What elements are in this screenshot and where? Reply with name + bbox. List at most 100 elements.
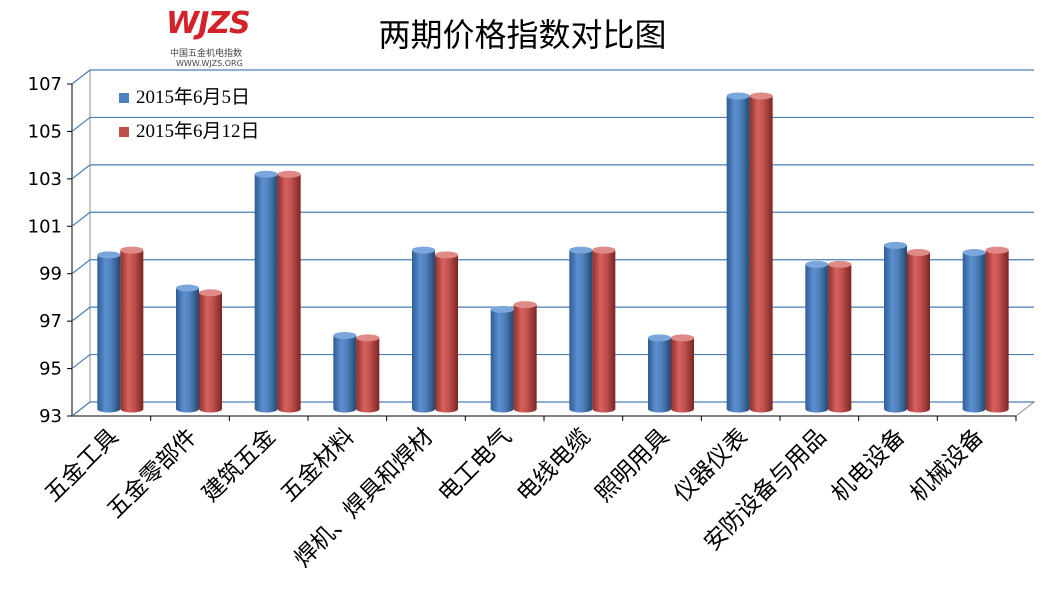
x-tick-label: 建筑五金 xyxy=(197,424,280,507)
bar-series-2 xyxy=(907,248,930,413)
x-tick-label: 电工电气 xyxy=(433,424,516,507)
bar-series-2 xyxy=(356,334,380,413)
bar-base xyxy=(120,405,144,413)
chart-title: 两期价格指数对比图 xyxy=(378,16,667,54)
gridlines xyxy=(71,69,1034,417)
bar-top xyxy=(176,284,199,292)
bar-top xyxy=(490,305,514,313)
y-axis-ticks: 93 95 97 99 101 103 105 107 xyxy=(28,74,72,427)
gridline xyxy=(71,259,1034,275)
bar-body xyxy=(97,254,121,409)
bar-top xyxy=(569,246,593,254)
y-tick-label: 101 xyxy=(28,216,62,237)
logo-subtitle: 中国五金机电指数 xyxy=(170,49,243,59)
y-tick-label: 107 xyxy=(28,74,62,95)
bar-body xyxy=(490,309,514,409)
bar-base xyxy=(828,405,852,413)
bar-body xyxy=(805,264,829,409)
logo: WJZS 中国五金机电指数 WWW.WJZS.ORG xyxy=(140,2,280,72)
bar-series-1 xyxy=(333,331,357,413)
bar-body xyxy=(884,245,907,409)
bars xyxy=(97,92,1009,413)
x-tick-label: 五金工具 xyxy=(40,424,123,507)
gridline xyxy=(71,116,1034,132)
bar-body xyxy=(592,250,616,409)
gridline xyxy=(71,69,1034,85)
x-tick-label: 五金材料 xyxy=(276,424,359,507)
bar-body xyxy=(513,304,537,409)
bar-top xyxy=(884,241,907,249)
bar-base xyxy=(412,405,435,413)
y-tick-label: 93 xyxy=(39,406,62,427)
bar-base xyxy=(648,405,671,413)
bar-series-2 xyxy=(592,246,616,413)
bar-series-1 xyxy=(648,334,671,413)
bar-body xyxy=(176,288,199,409)
bar-base xyxy=(435,405,458,413)
x-tick-label: 机电设备 xyxy=(827,424,910,507)
y-tick-label: 97 xyxy=(39,311,62,332)
bar-base xyxy=(176,405,199,413)
legend: 2015年6月5日 2015年6月12日 xyxy=(119,86,260,142)
bar-body xyxy=(749,95,773,409)
bar-series-1 xyxy=(412,246,435,413)
y-tick-label: 95 xyxy=(39,359,62,380)
logo-mark: WJZS xyxy=(166,6,251,41)
bar-body xyxy=(412,250,435,409)
bar-base xyxy=(333,405,357,413)
bar-body xyxy=(277,174,301,409)
bar-top xyxy=(513,301,537,309)
x-tick-label: 仪器仪表 xyxy=(669,424,752,507)
bar-top xyxy=(962,248,986,256)
bar-body xyxy=(120,250,144,409)
bar-series-1 xyxy=(490,305,514,413)
bar-top xyxy=(120,246,144,254)
y-tick-label: 103 xyxy=(28,169,62,190)
bar-base xyxy=(671,405,694,413)
bar-body xyxy=(333,335,357,409)
bar-body xyxy=(254,174,278,409)
bar-body xyxy=(569,250,593,409)
bar-series-1 xyxy=(962,248,986,413)
bar-body xyxy=(199,292,222,409)
bar-top xyxy=(277,170,301,178)
bar-series-2 xyxy=(513,301,537,413)
bar-base xyxy=(513,405,537,413)
bar-top xyxy=(828,260,852,268)
legend-label: 2015年6月5日 xyxy=(136,86,250,108)
bar-body xyxy=(671,337,694,409)
bar-series-2 xyxy=(985,246,1009,413)
bar-top xyxy=(726,92,750,100)
y-tick-label: 99 xyxy=(39,264,62,285)
bar-series-1 xyxy=(884,241,907,413)
bar-top xyxy=(985,246,1009,254)
bar-base xyxy=(907,405,930,413)
bar-top xyxy=(907,248,930,256)
bar-base xyxy=(490,405,514,413)
bar-body xyxy=(435,254,458,409)
logo-url: WWW.WJZS.ORG xyxy=(176,59,243,68)
bar-series-2 xyxy=(828,260,852,413)
y-tick-label: 105 xyxy=(28,121,62,142)
bar-base xyxy=(254,405,278,413)
bar-series-2 xyxy=(749,92,773,413)
bar-top xyxy=(435,251,458,259)
bar-top xyxy=(412,246,435,254)
bar-base xyxy=(569,405,593,413)
legend-swatch xyxy=(119,93,129,103)
bar-body xyxy=(985,250,1009,409)
bar-top xyxy=(749,92,773,100)
bar-body xyxy=(962,252,986,409)
x-tick-label: 照明用具 xyxy=(591,424,674,507)
legend-label: 2015年6月12日 xyxy=(136,120,260,142)
gridline xyxy=(71,401,1034,417)
bar-series-1 xyxy=(254,170,278,413)
bar-base xyxy=(749,405,773,413)
bar-top xyxy=(254,170,278,178)
bar-top xyxy=(333,331,357,339)
gridline xyxy=(71,353,1034,370)
bar-base xyxy=(592,405,616,413)
gridline xyxy=(71,306,1034,322)
side-wall xyxy=(71,68,91,418)
